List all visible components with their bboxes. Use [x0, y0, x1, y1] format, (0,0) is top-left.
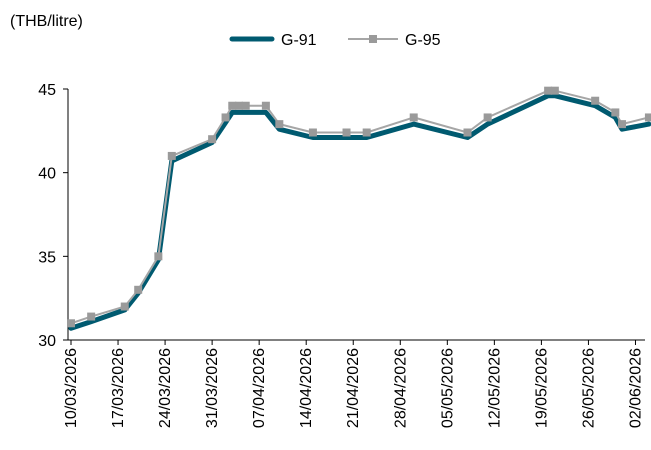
g95-point-marker — [308, 128, 317, 137]
x-tick-label: 05/05/2026 — [439, 348, 456, 428]
legend: G-91 G-95 — [229, 32, 441, 49]
g95-point-marker — [611, 108, 620, 117]
legend-marker-g95 — [369, 35, 377, 43]
g95-point-marker — [362, 128, 371, 137]
g95-point-marker — [483, 113, 492, 122]
g95-point-marker — [544, 86, 553, 95]
y-tick-label: 35 — [38, 249, 56, 266]
g95-point-marker — [550, 86, 559, 95]
x-tick-label: 12/05/2026 — [486, 348, 503, 428]
g95-point-marker — [261, 101, 270, 110]
g95-point-marker — [154, 252, 163, 261]
g95-point-marker — [644, 113, 651, 122]
series-layer — [67, 86, 651, 331]
x-tick-label: 10/03/2026 — [63, 348, 80, 428]
x-tick-label: 21/04/2026 — [345, 348, 362, 428]
g95-point-marker — [591, 96, 600, 105]
g95-point-marker — [134, 285, 143, 294]
g95-point-marker — [228, 101, 237, 110]
y-tick-label: 40 — [38, 166, 56, 183]
legend-label-g95: G-95 — [405, 32, 441, 49]
g95-point-marker — [167, 151, 176, 160]
g95-point-marker — [67, 319, 75, 328]
y-tick-label: 30 — [38, 333, 56, 350]
x-tick-label: 14/04/2026 — [298, 348, 315, 428]
g95-point-marker — [463, 128, 472, 137]
g95-point-marker — [208, 135, 217, 144]
x-tick-label: 02/06/2026 — [627, 348, 644, 428]
axes: 30 35 40 45 10/03/2026 17/03/2026 24/03/2026 31… — [38, 82, 645, 428]
series-line-g95 — [70, 89, 650, 325]
x-tick-label: 31/03/2026 — [204, 348, 221, 428]
g95-point-marker — [235, 101, 243, 110]
x-tick-label: 26/05/2026 — [580, 348, 597, 428]
x-tick-label: 24/03/2026 — [157, 348, 174, 428]
g95-point-marker — [120, 302, 129, 311]
x-tick-label: 17/03/2026 — [110, 348, 127, 428]
g95-point-marker — [618, 120, 627, 129]
g95-point-marker — [87, 312, 96, 321]
g95-point-marker — [342, 128, 351, 137]
legend-label-g91: G-91 — [281, 32, 317, 49]
unit-label: (THB/litre) — [10, 13, 83, 30]
series-line-g91 — [68, 93, 651, 331]
x-tick-label: 28/04/2026 — [392, 348, 409, 428]
g95-point-marker — [221, 113, 230, 122]
y-tick-label: 45 — [38, 82, 56, 99]
x-tick-label: 19/05/2026 — [533, 348, 550, 428]
g95-point-marker — [241, 101, 250, 110]
g95-point-marker — [275, 120, 284, 129]
g95-point-marker — [409, 113, 418, 122]
x-tick-label: 07/04/2026 — [251, 348, 268, 428]
